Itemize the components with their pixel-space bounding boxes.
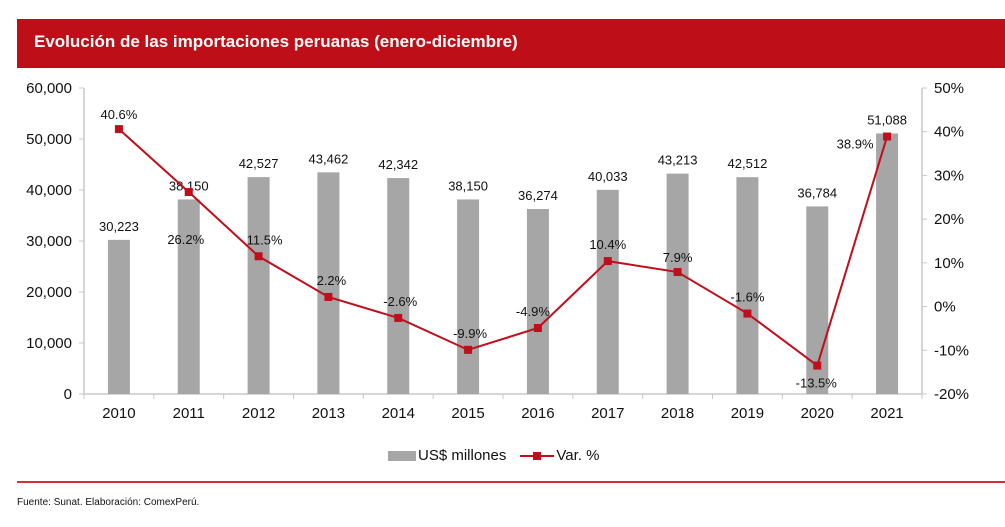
- var-value-label: 11.5%: [247, 232, 283, 247]
- right-tick-label: -10%: [934, 342, 969, 359]
- right-tick-label: 0%: [934, 299, 956, 316]
- x-tick-label: 2012: [242, 405, 275, 422]
- bar-value-label: 43,462: [309, 151, 349, 166]
- var-value-label: -9.9%: [453, 326, 487, 341]
- x-tick-label: 2011: [173, 405, 205, 422]
- footer-divider: [17, 481, 1005, 483]
- bar: [666, 173, 689, 394]
- x-tick-label: 2013: [312, 405, 345, 422]
- bar: [317, 172, 340, 394]
- var-marker: [184, 188, 193, 197]
- var-marker: [883, 132, 892, 141]
- var-value-label: 10.4%: [589, 237, 626, 252]
- x-tick-label: 2018: [661, 405, 694, 422]
- var-marker: [813, 361, 822, 370]
- var-marker: [394, 313, 403, 322]
- legend-label-bars: US$ millones: [418, 447, 507, 464]
- var-marker: [464, 345, 473, 354]
- left-tick-label: 30,000: [26, 233, 72, 250]
- left-tick-label: 20,000: [26, 284, 72, 301]
- legend-line-swatch: [520, 451, 555, 461]
- bar-value-label: 42,342: [378, 157, 418, 172]
- left-tick-label: 40,000: [26, 182, 72, 199]
- bar-value-label: 42,527: [239, 156, 279, 171]
- var-value-label: 7.9%: [663, 250, 693, 265]
- bar-value-label: 30,223: [99, 219, 139, 234]
- left-tick-label: 60,000: [26, 80, 72, 97]
- bar: [387, 178, 410, 394]
- var-value-label: -4.9%: [516, 304, 550, 319]
- right-tick-label: 30%: [934, 167, 964, 184]
- x-tick-label: 2015: [451, 405, 484, 422]
- left-tick-label: 0: [64, 386, 72, 403]
- right-tick-label: -20%: [934, 386, 969, 403]
- legend-bar-swatch: [388, 450, 416, 461]
- var-marker: [114, 125, 123, 134]
- x-tick-label: 2020: [801, 405, 834, 422]
- legend-label-line: Var. %: [556, 447, 600, 464]
- x-tick-label: 2019: [731, 405, 764, 422]
- var-marker: [533, 323, 542, 332]
- var-value-label: 26.2%: [167, 232, 204, 247]
- right-tick-label: 50%: [934, 80, 964, 97]
- legend-item-line: Var. %: [520, 447, 599, 464]
- var-marker: [254, 252, 263, 261]
- var-marker: [673, 268, 682, 277]
- bar: [596, 189, 619, 394]
- bar-value-label: 40,033: [588, 169, 628, 184]
- var-value-label: -1.6%: [730, 290, 764, 305]
- var-value-label: 2.2%: [317, 273, 347, 288]
- x-tick-label: 2016: [521, 405, 554, 422]
- var-value-label: -13.5%: [796, 376, 838, 391]
- x-tick-label: 2021: [870, 405, 903, 422]
- chart: 0 10,000 20,000 30,000 40,000 50,000 60,000 -20…: [26, 80, 969, 422]
- var-marker: [324, 292, 333, 301]
- x-tick-label: 2017: [591, 405, 624, 422]
- bar-value-label: 36,274: [518, 188, 558, 203]
- var-line: [118, 128, 889, 368]
- right-tick-label: 20%: [934, 211, 964, 228]
- bar: [247, 177, 270, 394]
- x-tick-label: 2010: [102, 405, 135, 422]
- title-bar: Evolución de las importaciones peruanas …: [17, 19, 1005, 68]
- var-value-label: 38.9%: [837, 137, 874, 152]
- bar-value-label: 43,213: [658, 153, 698, 168]
- var-value-label: -2.6%: [383, 294, 417, 309]
- bar: [457, 199, 480, 394]
- right-tick-label: 10%: [934, 255, 964, 272]
- right-tick-label: 40%: [934, 124, 964, 141]
- bar: [736, 177, 759, 394]
- bar-value-label: 38,150: [448, 178, 488, 193]
- var-marker: [743, 309, 752, 318]
- var-value-label: 40.6%: [100, 107, 137, 122]
- bar-value-label: 51,088: [867, 112, 907, 127]
- legend: US$ millones Var. %: [388, 447, 613, 464]
- bar-value-label: 42,512: [728, 156, 768, 171]
- chart-title: Evolución de las importaciones peruanas …: [34, 32, 518, 51]
- left-tick-label: 50,000: [26, 131, 72, 148]
- x-tick-label: 2014: [382, 405, 415, 422]
- bar-value-label: 36,784: [797, 185, 837, 200]
- bar: [177, 199, 200, 394]
- source-note: Fuente: Sunat. Elaboración: ComexPerú.: [17, 497, 200, 508]
- bar: [876, 133, 899, 394]
- bar: [526, 209, 549, 394]
- legend-item-bars: US$ millones: [388, 447, 506, 464]
- left-tick-label: 10,000: [26, 335, 72, 352]
- var-marker: [603, 257, 612, 266]
- bar: [107, 239, 130, 394]
